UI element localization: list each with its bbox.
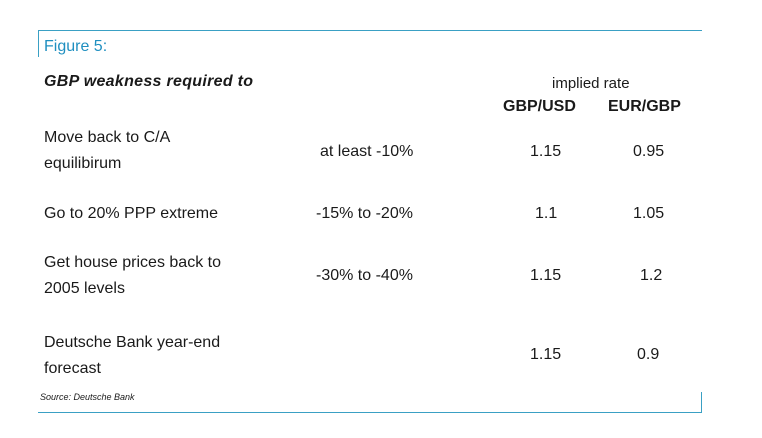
- column-header-gbpusd: GBP/USD: [503, 98, 576, 115]
- row-scenario: Deutsche Bank year-end: [44, 334, 221, 351]
- row-scenario: Go to 20% PPP extreme: [44, 205, 219, 222]
- row-weakness: -30% to -40%: [316, 267, 413, 284]
- column-header-eurgbp: EUR/GBP: [608, 98, 681, 115]
- row-eurgbp: 0.95: [633, 143, 665, 160]
- row-gbpusd: 1.1: [535, 205, 558, 222]
- row-weakness: at least -10%: [320, 143, 414, 160]
- figure-label: Figure 5:: [44, 38, 108, 55]
- row-gbpusd: 1.15: [530, 267, 562, 284]
- row-eurgbp: 1.05: [633, 205, 665, 222]
- source-note: Source: Deutsche Bank: [40, 392, 135, 402]
- table-title: GBP weakness required to: [44, 73, 254, 90]
- right-tick: [701, 392, 702, 413]
- bottom-rule: [38, 412, 702, 413]
- row-scenario-cont: forecast: [44, 360, 101, 377]
- implied-rate-header: implied rate: [552, 75, 630, 92]
- top-rule: [38, 30, 702, 31]
- row-gbpusd: 1.15: [530, 143, 562, 160]
- row-gbpusd: 1.15: [530, 346, 562, 363]
- row-weakness: -15% to -20%: [316, 205, 413, 222]
- row-eurgbp: 0.9: [637, 346, 660, 363]
- left-tick: [38, 30, 39, 57]
- row-scenario-cont: equilibirum: [44, 155, 122, 172]
- row-eurgbp: 1.2: [640, 267, 663, 284]
- row-scenario-cont: 2005 levels: [44, 280, 125, 297]
- row-scenario: Get house prices back to: [44, 254, 221, 271]
- row-scenario: Move back to C/A: [44, 129, 171, 146]
